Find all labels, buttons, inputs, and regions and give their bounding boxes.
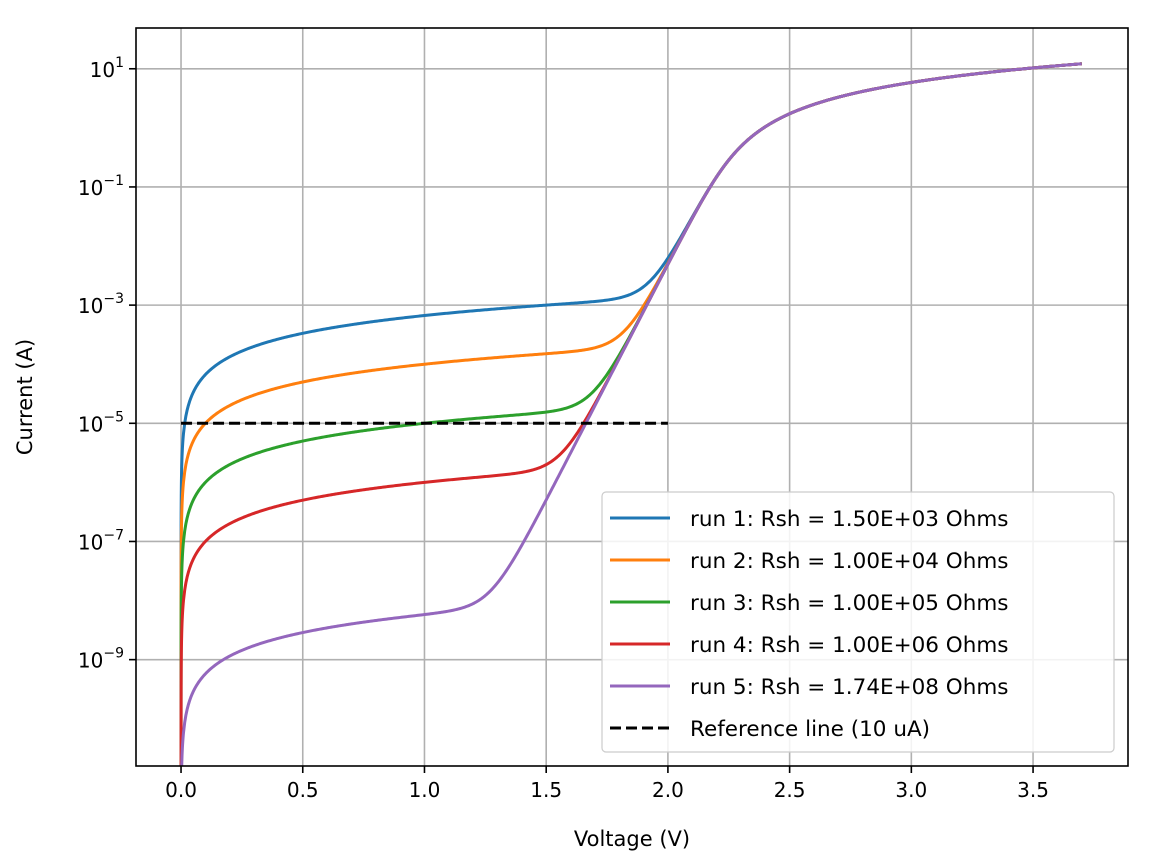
x-axis: 0.0 0.5 1.0 1.5 2.0 2.5 3.0 3.5: [165, 766, 1049, 802]
series-line-run-5: [180, 62, 1083, 766]
x-tick-label: 1.0: [409, 778, 441, 802]
y-tick-base: 10: [90, 58, 115, 82]
y-tick-exponent: 1: [115, 55, 124, 71]
y-tick-base: 10: [78, 176, 103, 200]
y-tick-base: 10: [78, 649, 103, 673]
y-tick-exponent: −7: [103, 527, 124, 543]
y-tick-base: 10: [78, 412, 103, 436]
x-tick-label: 0.0: [165, 778, 197, 802]
legend-box: [601, 491, 1115, 753]
y-tick-exponent: −9: [103, 646, 124, 662]
legend-item-reference: Reference line (10 uA): [610, 717, 930, 742]
legend-item-run-1: run 1: Rsh = 1.50E+03 Ohms: [610, 507, 1009, 532]
y-tick-label: 10−3: [78, 291, 124, 318]
x-tick-label: 3.5: [1017, 778, 1049, 802]
y-tick-base: 10: [78, 530, 103, 554]
legend-label: run 2: Rsh = 1.00E+04 Ohms: [690, 549, 1009, 574]
x-tick-label: 0.5: [287, 778, 319, 802]
x-tick-label: 2.5: [774, 778, 806, 802]
x-axis-label: Voltage (V): [574, 827, 690, 851]
legend-label: Reference line (10 uA): [690, 717, 930, 742]
y-tick-exponent: −3: [103, 291, 124, 307]
legend-label: run 3: Rsh = 1.00E+05 Ohms: [690, 591, 1009, 616]
legend-item-run-2: run 2: Rsh = 1.00E+04 Ohms: [610, 549, 1009, 574]
y-tick-label: 10−1: [78, 173, 124, 200]
x-tick-label: 1.5: [530, 778, 562, 802]
legend-label: run 4: Rsh = 1.00E+06 Ohms: [690, 633, 1009, 658]
y-tick-exponent: −5: [103, 409, 124, 425]
legend-item-run-5: run 5: Rsh = 1.74E+08 Ohms: [610, 675, 1009, 700]
y-tick-exponent: −1: [103, 173, 124, 189]
legend-label: run 5: Rsh = 1.74E+08 Ohms: [690, 675, 1009, 700]
y-axis-label: Current (A): [13, 339, 37, 455]
curves: [179, 62, 1083, 766]
x-tick-label: 2.0: [652, 778, 684, 802]
legend-label: run 1: Rsh = 1.50E+03 Ohms: [690, 507, 1009, 532]
y-tick-label: 101: [90, 55, 124, 82]
y-tick-label: 10−7: [78, 527, 124, 554]
legend-item-run-4: run 4: Rsh = 1.00E+06 Ohms: [610, 633, 1009, 658]
legend: run 1: Rsh = 1.50E+03 Ohms run 2: Rsh = 1…: [601, 491, 1115, 753]
x-tick-label: 3.0: [895, 778, 927, 802]
plot-frame: [135, 27, 1129, 767]
y-tick-label: 10−9: [78, 646, 124, 673]
y-tick-label: 10−5: [78, 409, 124, 436]
legend-item-run-3: run 3: Rsh = 1.00E+05 Ohms: [610, 591, 1009, 616]
y-tick-base: 10: [78, 294, 103, 318]
